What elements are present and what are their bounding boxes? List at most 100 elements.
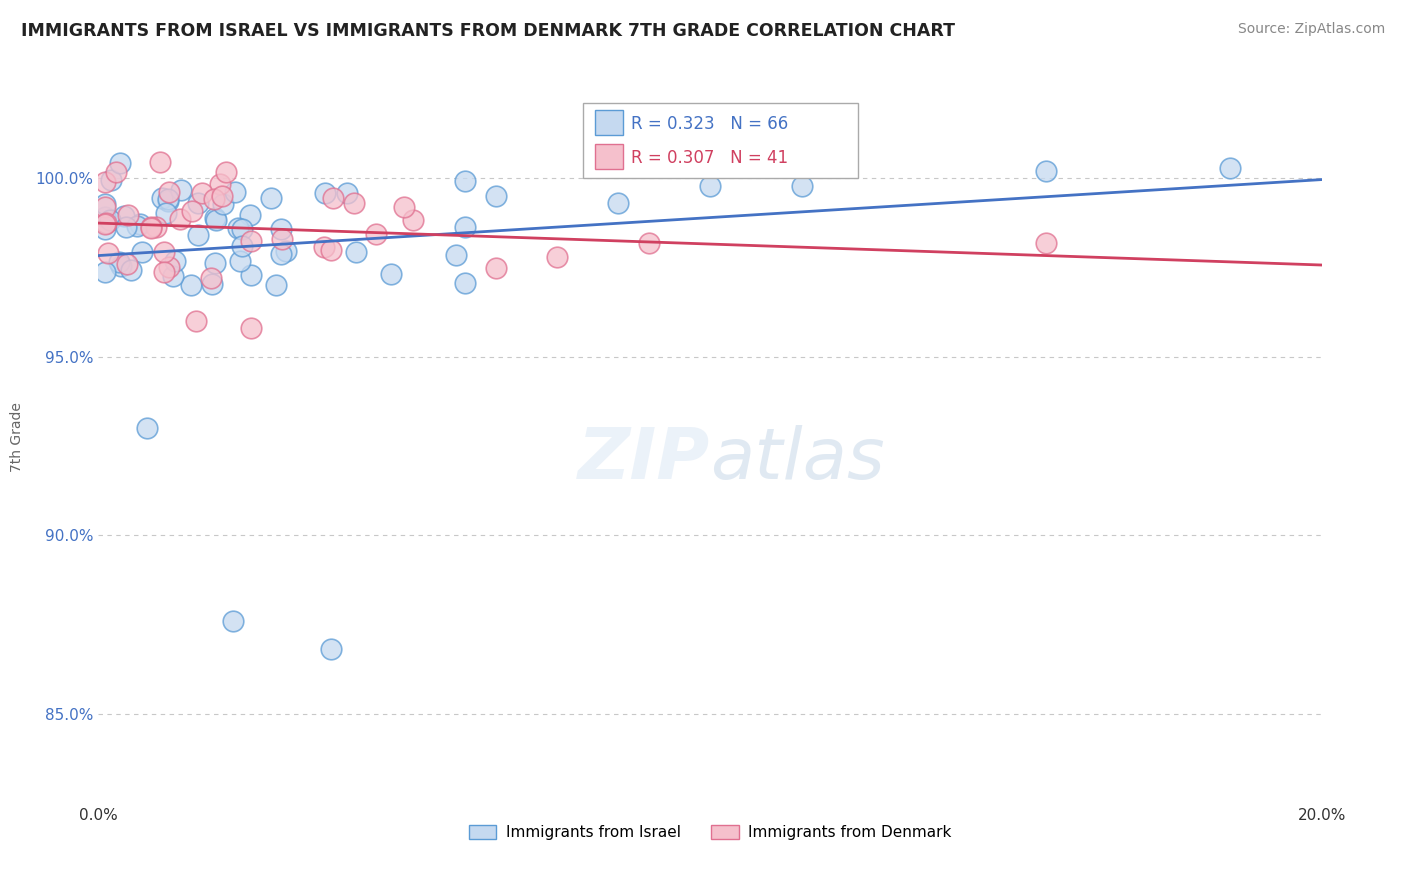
Point: [191, 186, 214, 200]
Point: [201, 277, 224, 291]
Point: [270, 247, 292, 261]
Point: [105, 164, 128, 178]
Point: [392, 200, 416, 214]
Point: [485, 189, 508, 203]
Point: [136, 421, 159, 435]
Point: [112, 210, 135, 224]
Point: [117, 208, 139, 222]
Point: [139, 220, 162, 235]
Point: [312, 240, 335, 254]
Point: [790, 178, 813, 193]
Point: [108, 156, 131, 170]
Point: [156, 192, 179, 206]
Point: [454, 277, 477, 291]
Point: [270, 232, 292, 246]
Text: R = 0.307   N = 41: R = 0.307 N = 41: [631, 149, 789, 167]
Point: [94, 216, 117, 230]
Point: [260, 191, 283, 205]
Point: [204, 211, 226, 226]
Point: [546, 250, 568, 264]
Point: [226, 220, 249, 235]
Point: [239, 234, 262, 248]
Point: [239, 268, 262, 282]
Point: [336, 186, 359, 200]
Point: [115, 257, 138, 271]
Point: [208, 178, 231, 192]
Point: [366, 227, 388, 241]
Point: [314, 186, 336, 200]
Point: [380, 267, 402, 281]
Point: [270, 221, 292, 235]
Text: Source: ZipAtlas.com: Source: ZipAtlas.com: [1237, 22, 1385, 37]
Point: [1035, 164, 1057, 178]
Point: [120, 262, 142, 277]
Point: [169, 183, 191, 197]
Point: [150, 190, 173, 204]
Point: [155, 206, 177, 220]
Point: [344, 244, 367, 259]
Point: [401, 213, 423, 227]
Point: [127, 219, 149, 233]
Point: [264, 278, 287, 293]
Point: [211, 197, 233, 211]
Text: R = 0.323   N = 66: R = 0.323 N = 66: [631, 115, 789, 133]
Point: [157, 260, 180, 274]
Point: [211, 189, 233, 203]
Point: [180, 203, 202, 218]
Point: [222, 614, 245, 628]
Point: [1035, 235, 1057, 250]
Point: [215, 165, 238, 179]
Point: [205, 212, 228, 227]
Point: [169, 211, 191, 226]
Point: [152, 265, 174, 279]
Point: [322, 191, 344, 205]
Point: [108, 255, 131, 269]
Point: [240, 321, 263, 335]
Point: [454, 219, 477, 234]
Point: [204, 256, 226, 270]
Point: [93, 175, 115, 189]
Point: [276, 244, 298, 258]
Y-axis label: 7th Grade: 7th Grade: [10, 402, 24, 472]
Point: [485, 260, 508, 275]
Point: [145, 220, 167, 235]
Point: [319, 642, 342, 657]
Point: [93, 222, 115, 236]
Point: [1219, 161, 1241, 175]
Point: [202, 193, 225, 207]
Point: [129, 217, 152, 231]
Point: [343, 195, 366, 210]
Point: [239, 208, 262, 222]
Point: [97, 246, 120, 260]
Point: [186, 314, 208, 328]
Point: [100, 173, 122, 187]
Point: [148, 154, 170, 169]
Point: [93, 196, 115, 211]
Point: [637, 235, 661, 250]
Point: [131, 244, 153, 259]
Point: [93, 210, 115, 224]
Text: IMMIGRANTS FROM ISRAEL VS IMMIGRANTS FROM DENMARK 7TH GRADE CORRELATION CHART: IMMIGRANTS FROM ISRAEL VS IMMIGRANTS FRO…: [21, 22, 955, 40]
Point: [93, 217, 115, 231]
Point: [607, 196, 630, 211]
Point: [156, 194, 179, 209]
Text: ZIP: ZIP: [578, 425, 710, 493]
Point: [699, 178, 721, 193]
Point: [224, 186, 246, 200]
Point: [446, 248, 468, 262]
Point: [162, 268, 184, 283]
Legend: Immigrants from Israel, Immigrants from Denmark: Immigrants from Israel, Immigrants from …: [463, 819, 957, 847]
Point: [187, 195, 209, 210]
Point: [229, 254, 252, 268]
Point: [163, 254, 186, 268]
Point: [231, 221, 253, 235]
Point: [319, 243, 342, 257]
Point: [110, 260, 132, 274]
Point: [200, 271, 222, 285]
Point: [157, 185, 180, 199]
Point: [114, 219, 136, 234]
Point: [139, 221, 162, 235]
Text: atlas: atlas: [710, 425, 884, 493]
Point: [93, 265, 115, 279]
Point: [98, 213, 121, 227]
